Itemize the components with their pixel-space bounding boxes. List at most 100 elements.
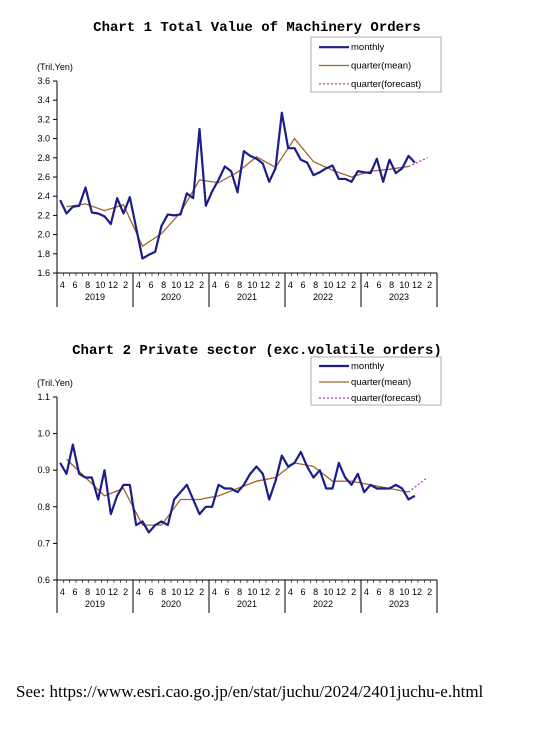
x-month-label: 10	[247, 587, 257, 597]
x-month-label: 8	[313, 280, 318, 290]
x-month-label: 10	[399, 587, 409, 597]
y-tick-label: 2.0	[37, 230, 50, 240]
legend-label: quarter(forecast)	[351, 79, 421, 90]
y-tick-label: 0.7	[37, 538, 50, 548]
x-month-label: 4	[60, 280, 65, 290]
x-month-label: 6	[72, 280, 77, 290]
series-quarter-mean-line	[66, 137, 409, 248]
x-month-label: 6	[72, 587, 77, 597]
x-year-label: 2020	[161, 292, 181, 302]
y-tick-label: 3.4	[37, 95, 50, 105]
chart-title: Chart 2 Private sector (exc.volatile ord…	[72, 343, 442, 359]
y-tick-label: 2.4	[37, 191, 50, 201]
y-tick-label: 3.0	[37, 134, 50, 144]
x-month-label: 8	[85, 587, 90, 597]
y-tick-label: 0.6	[37, 575, 50, 585]
chart-private-sector: Chart 2 Private sector (exc.volatile ord…	[37, 343, 442, 613]
x-month-label: 6	[300, 587, 305, 597]
legend-label: quarter(mean)	[351, 377, 411, 388]
x-month-label: 2	[123, 280, 128, 290]
x-month-label: 2	[199, 280, 204, 290]
x-year-label: 2023	[389, 599, 409, 609]
y-tick-label: 2.6	[37, 172, 50, 182]
x-year-label: 2022	[313, 292, 333, 302]
y-tick-label: 2.8	[37, 153, 50, 163]
x-month-label: 2	[427, 587, 432, 597]
x-month-label: 10	[323, 587, 333, 597]
x-month-label: 10	[171, 280, 181, 290]
x-month-label: 8	[389, 587, 394, 597]
y-tick-label: 3.2	[37, 114, 50, 124]
x-month-label: 2	[199, 587, 204, 597]
x-month-label: 12	[108, 587, 118, 597]
x-month-label: 2	[427, 280, 432, 290]
x-month-label: 8	[85, 280, 90, 290]
legend-label: quarter(forecast)	[351, 393, 421, 404]
x-month-label: 10	[95, 280, 105, 290]
x-month-label: 4	[60, 587, 65, 597]
x-month-label: 2	[123, 587, 128, 597]
x-month-label: 10	[171, 587, 181, 597]
x-month-label: 4	[288, 587, 293, 597]
y-tick-label: 3.6	[37, 76, 50, 86]
y-tick-label: 0.9	[37, 465, 50, 475]
x-year-label: 2020	[161, 599, 181, 609]
source-note[interactable]: See: https://www.esri.cao.go.jp/en/stat/…	[16, 682, 484, 701]
x-month-label: 4	[136, 587, 141, 597]
x-month-label: 12	[336, 587, 346, 597]
x-month-label: 8	[161, 280, 166, 290]
y-tick-label: 1.6	[37, 268, 50, 278]
x-year-label: 2019	[85, 599, 105, 609]
x-month-label: 12	[412, 587, 422, 597]
x-month-label: 10	[399, 280, 409, 290]
x-month-label: 4	[364, 280, 369, 290]
x-month-label: 12	[336, 280, 346, 290]
x-month-label: 6	[224, 280, 229, 290]
series-monthly-line	[59, 111, 416, 260]
x-month-label: 2	[351, 587, 356, 597]
x-month-label: 2	[275, 587, 280, 597]
chart-total-machinery-orders: Chart 1 Total Value of Machinery Orders (…	[37, 20, 442, 307]
x-month-label: 10	[95, 587, 105, 597]
x-month-label: 6	[224, 587, 229, 597]
x-month-label: 12	[260, 587, 270, 597]
x-month-label: 2	[351, 280, 356, 290]
x-month-label: 10	[247, 280, 257, 290]
y-axis-label: (Tril.Yen)	[37, 378, 73, 388]
y-axis-label: (Tril.Yen)	[37, 62, 73, 72]
x-month-label: 4	[212, 587, 217, 597]
x-month-label: 12	[108, 280, 118, 290]
y-tick-label: 1.1	[37, 392, 50, 402]
y-tick-label: 1.8	[37, 249, 50, 259]
x-year-label: 2021	[237, 292, 257, 302]
x-month-label: 2	[275, 280, 280, 290]
x-year-label: 2021	[237, 599, 257, 609]
x-month-label: 12	[412, 280, 422, 290]
x-month-label: 4	[288, 280, 293, 290]
x-month-label: 6	[300, 280, 305, 290]
x-month-label: 6	[376, 280, 381, 290]
y-tick-label: 2.2	[37, 210, 50, 220]
x-month-label: 8	[389, 280, 394, 290]
chart-title: Chart 1 Total Value of Machinery Orders	[93, 20, 421, 36]
x-month-label: 12	[260, 280, 270, 290]
x-month-label: 10	[323, 280, 333, 290]
x-month-label: 12	[184, 280, 194, 290]
series-quarter-forecast-line	[408, 477, 428, 493]
x-year-label: 2019	[85, 292, 105, 302]
x-month-label: 4	[136, 280, 141, 290]
series-quarter-forecast-line	[408, 157, 428, 167]
x-month-label: 4	[212, 280, 217, 290]
x-year-label: 2023	[389, 292, 409, 302]
series-quarter-mean-line	[66, 458, 409, 526]
x-month-label: 6	[148, 280, 153, 290]
x-month-label: 6	[376, 587, 381, 597]
figure: Chart 1 Total Value of Machinery Orders (…	[37, 20, 442, 613]
y-tick-label: 0.8	[37, 502, 50, 512]
legend-label: monthly	[351, 42, 385, 53]
x-month-label: 6	[148, 587, 153, 597]
y-tick-label: 1.0	[37, 429, 50, 439]
x-month-label: 8	[237, 587, 242, 597]
x-month-label: 8	[237, 280, 242, 290]
series-monthly-line	[59, 443, 416, 534]
